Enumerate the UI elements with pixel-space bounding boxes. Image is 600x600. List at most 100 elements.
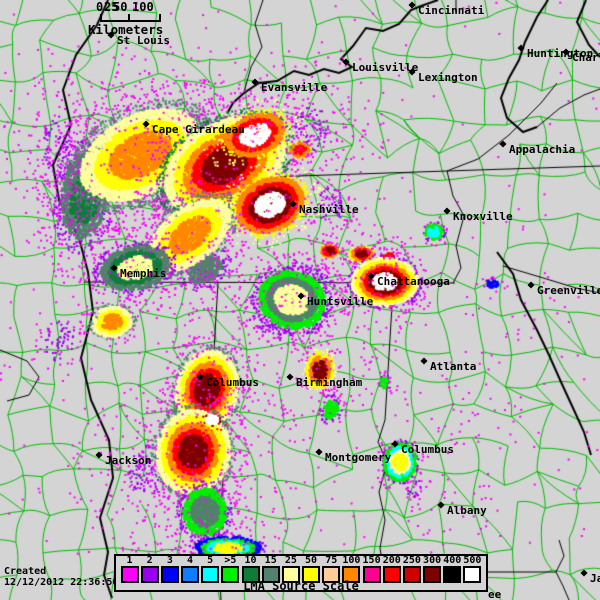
legend-item-swatch — [181, 566, 200, 583]
legend-item: >5 — [221, 556, 240, 586]
city-marker-icon — [517, 44, 525, 52]
city-label: Knoxville — [453, 210, 513, 223]
legend-item-label: 200 — [382, 555, 401, 566]
legend-item-label: 10 — [244, 555, 257, 566]
distance-tick-label: 0 — [96, 0, 104, 14]
city-label: Birmingham — [296, 376, 363, 389]
city-marker-icon — [315, 448, 323, 456]
city-label: Atlanta — [430, 360, 477, 373]
legend-item-swatch — [160, 566, 179, 583]
city-label: St Louis — [117, 34, 170, 47]
city-marker-icon — [110, 264, 118, 272]
city-label: Cape Girardeau — [152, 123, 245, 136]
city-marker-icon — [367, 272, 375, 280]
legend-item-swatch — [201, 566, 220, 583]
legend-item-label: 5 — [207, 555, 214, 566]
city-label: Appalachia — [509, 143, 576, 156]
city-marker-icon — [196, 373, 204, 381]
city-marker-icon — [142, 120, 150, 128]
city-label: Lexington — [418, 71, 478, 84]
city-label: Albany — [447, 504, 487, 517]
legend-item-swatch — [281, 566, 300, 583]
city-marker-icon — [420, 357, 428, 365]
legend-item: 400 — [443, 556, 462, 586]
legend-item: 75 — [322, 556, 341, 586]
created-timestamp: Created 12/12/2012 22:36:50 — [4, 566, 118, 588]
city-label: Columbus — [206, 376, 259, 389]
legend-item: 25 — [281, 556, 300, 586]
legend-item: 1 — [120, 556, 139, 586]
legend-item: 250 — [402, 556, 421, 586]
city-label: Nashville — [299, 203, 359, 216]
legend-item-label: 4 — [187, 555, 194, 566]
distance-scale-bar — [100, 14, 161, 22]
city-marker-icon — [95, 451, 103, 459]
city-marker-icon — [297, 292, 305, 300]
legend-item-label: 150 — [362, 555, 381, 566]
city-marker-icon — [391, 440, 399, 448]
city-label: Charl — [572, 51, 600, 64]
legend-item-label: 300 — [423, 555, 442, 566]
legend-items: 1 2 3 4 5 >5 10 15 25 50 75 100 150 200 250 300 400 500 — [116, 556, 486, 586]
city-label: Evansville — [261, 81, 328, 94]
legend-item-label: 400 — [443, 555, 462, 566]
city-marker-icon — [527, 281, 535, 289]
legend-item-label: 1 — [126, 555, 133, 566]
city-label: Cincinnati — [418, 4, 485, 17]
distance-tick-label: 50 — [113, 0, 128, 14]
city-marker-icon — [251, 78, 259, 86]
legend-item: 500 — [463, 556, 482, 586]
distance-tick-label: 25 — [104, 0, 119, 14]
city-marker-icon — [437, 501, 445, 509]
city-label: Chattanooga — [377, 275, 450, 288]
legend-item-swatch — [140, 566, 159, 583]
legend-item-label: 3 — [166, 555, 173, 566]
legend-item-swatch — [342, 566, 361, 583]
distance-scale: 0 25 50 100 Kilometers — [88, 0, 216, 41]
legend-title: LMA Source Scale — [243, 579, 359, 593]
city-label: Greenville — [537, 284, 600, 297]
legend-item: 200 — [382, 556, 401, 586]
legend-item-swatch — [120, 566, 139, 583]
legend-item-swatch — [241, 566, 260, 583]
city-marker-icon — [342, 58, 350, 66]
legend-item-swatch — [221, 566, 240, 583]
city-marker-icon — [499, 140, 507, 148]
city-label: Memphis — [120, 267, 167, 280]
legend-item: 5 — [201, 556, 220, 586]
created-label: Created — [4, 566, 47, 577]
distance-scale-midtick — [128, 14, 130, 20]
city-label: Louisville — [352, 61, 419, 74]
legend-item: 300 — [423, 556, 442, 586]
city-label: Montgomery — [325, 451, 392, 464]
legend-item: 2 — [140, 556, 159, 586]
city-marker-icon — [580, 569, 588, 577]
created-datetime: 12/12/2012 22:36:50 — [4, 577, 119, 588]
legend-item: 4 — [181, 556, 200, 586]
legend-item-swatch — [443, 566, 462, 583]
legend-item: 10 — [241, 556, 260, 586]
legend-item-label: 75 — [325, 555, 338, 566]
legend-item-swatch — [261, 566, 280, 583]
distance-scale-unit: Kilometers — [88, 22, 164, 37]
legend-item-label: 100 — [342, 555, 361, 566]
city-marker-icon — [286, 373, 294, 381]
legend-item-label: 15 — [264, 555, 277, 566]
legend-item: 15 — [261, 556, 280, 586]
city-label: Columbus — [401, 443, 454, 456]
legend-item-swatch — [423, 566, 442, 583]
city-label: Jackson — [105, 454, 152, 467]
city-label: ee — [488, 588, 502, 600]
legend-item-swatch — [362, 566, 381, 583]
legend-item-swatch — [302, 566, 321, 583]
legend-item: 50 — [302, 556, 321, 586]
legend-item-label: 50 — [305, 555, 318, 566]
city-marker-icon — [289, 200, 297, 208]
city-marker-icon — [443, 207, 451, 215]
legend-item-swatch — [402, 566, 421, 583]
city-label: Ja — [590, 572, 600, 585]
legend-item-label: 2 — [146, 555, 153, 566]
